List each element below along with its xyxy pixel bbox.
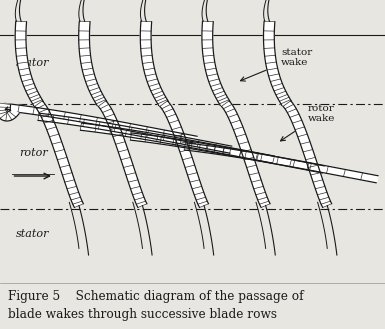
Text: blade wakes through successive blade rows: blade wakes through successive blade row… <box>8 308 277 321</box>
Text: stator
wake: stator wake <box>241 48 312 81</box>
Polygon shape <box>0 103 19 121</box>
Polygon shape <box>184 143 378 183</box>
Text: rotor
wake: rotor wake <box>281 104 335 141</box>
Text: stator: stator <box>15 229 49 240</box>
Polygon shape <box>79 21 107 106</box>
Polygon shape <box>131 133 324 173</box>
Polygon shape <box>38 113 232 153</box>
Text: stator: stator <box>15 58 49 67</box>
Polygon shape <box>140 21 169 106</box>
Polygon shape <box>221 101 270 208</box>
Polygon shape <box>98 101 147 208</box>
Polygon shape <box>3 103 197 143</box>
Polygon shape <box>263 21 292 106</box>
Text: rotor: rotor <box>19 148 48 158</box>
Polygon shape <box>15 21 44 106</box>
Polygon shape <box>160 101 209 208</box>
Text: Figure 5    Schematic diagram of the passage of: Figure 5 Schematic diagram of the passag… <box>8 290 303 303</box>
Polygon shape <box>283 101 332 208</box>
Polygon shape <box>80 123 274 163</box>
Polygon shape <box>35 101 84 208</box>
Polygon shape <box>202 21 230 106</box>
